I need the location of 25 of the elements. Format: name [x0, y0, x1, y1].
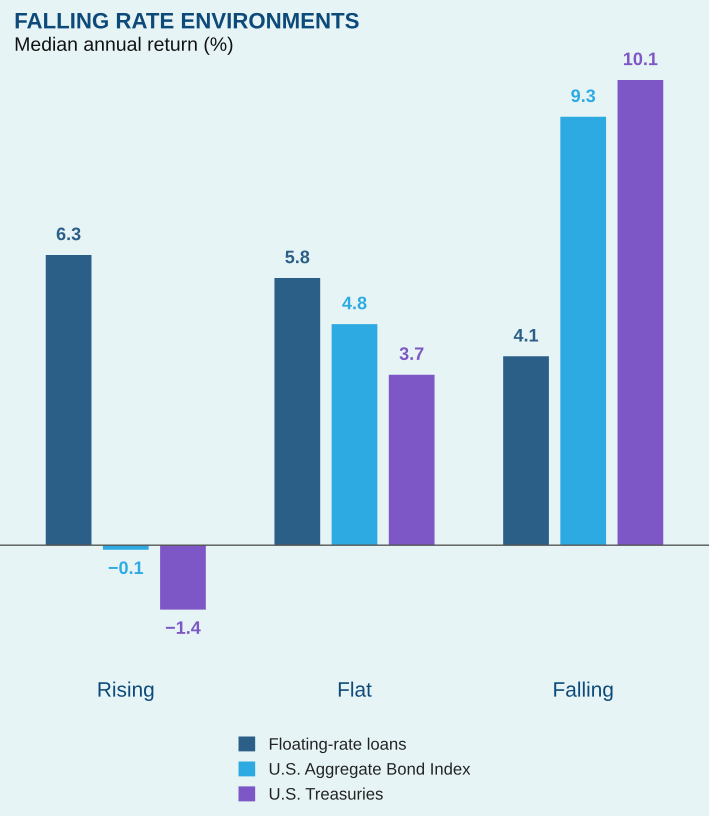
x-tick-label: Rising [98, 682, 154, 701]
data-label: 10.1 [624, 52, 658, 66]
data-label: −1.4 [166, 621, 201, 634]
bar [503, 356, 549, 546]
data-label: −0.1 [108, 561, 144, 574]
legend-label: Floating-rate loans [270, 738, 406, 754]
data-label: 6.3 [56, 228, 81, 240]
bar [160, 545, 206, 610]
legend-label: U.S. Aggregate Bond Index [270, 762, 470, 778]
x-tick-label: Falling [554, 682, 613, 701]
bar [332, 324, 378, 546]
legend-label: U.S. Treasuries [270, 788, 383, 800]
bar [560, 116, 606, 546]
data-label: 9.3 [571, 89, 596, 102]
data-label: 3.7 [400, 347, 424, 360]
data-label: 5.8 [285, 250, 310, 264]
data-label: 4.8 [342, 296, 366, 310]
chart-title: FALLING RATE ENVIRONMENTS [16, 12, 359, 29]
x-tick-label: Flat [338, 682, 372, 697]
bar [46, 254, 92, 546]
bar [618, 80, 664, 546]
data-label: 4.1 [514, 329, 538, 342]
bar [274, 278, 320, 546]
bar [388, 374, 435, 546]
y-axis-title: Median annual return (%) [16, 36, 232, 55]
